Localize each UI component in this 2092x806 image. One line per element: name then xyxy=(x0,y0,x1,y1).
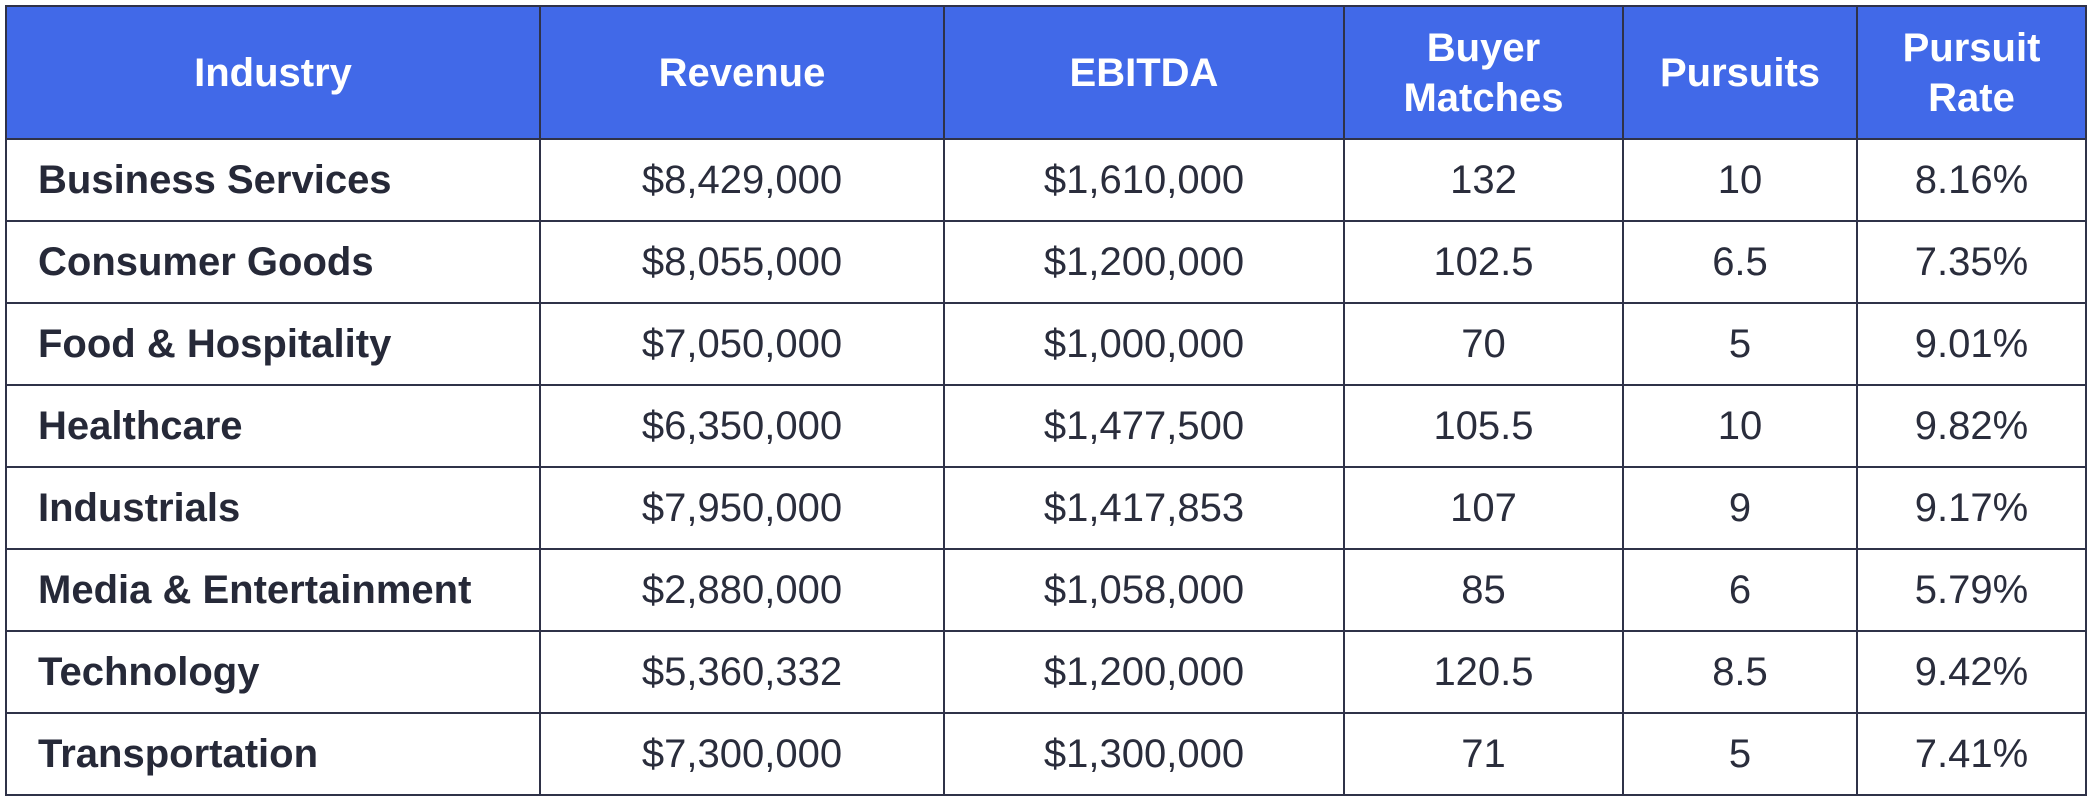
cell-pursuit-rate: 9.01% xyxy=(1856,302,2087,386)
header-industry: Industry xyxy=(5,5,541,140)
header-pursuit-rate-line-1: Pursuit xyxy=(1902,25,2041,70)
cell-revenue: $7,950,000 xyxy=(539,466,945,550)
cell-revenue: $2,880,000 xyxy=(539,548,945,632)
cell-industry: Consumer Goods xyxy=(5,220,541,304)
cell-ebitda: $1,610,000 xyxy=(943,138,1345,222)
cell-revenue: $7,300,000 xyxy=(539,712,945,796)
industry-metrics-table: Industry Revenue EBITDA Buyer Matches Pu… xyxy=(5,5,2087,796)
table-body: Business Services $8,429,000 $1,610,000 … xyxy=(5,138,2087,796)
cell-pursuit-rate: 9.17% xyxy=(1856,466,2087,550)
cell-revenue: $7,050,000 xyxy=(539,302,945,386)
cell-industry: Technology xyxy=(5,630,541,714)
cell-ebitda: $1,300,000 xyxy=(943,712,1345,796)
header-industry-label: Industry xyxy=(194,50,352,95)
table-header: Industry Revenue EBITDA Buyer Matches Pu… xyxy=(5,5,2087,140)
header-pursuits: Pursuits xyxy=(1622,5,1858,140)
cell-buyer-matches: 132 xyxy=(1343,138,1624,222)
header-buyer-matches-line-1: Buyer xyxy=(1426,25,1541,70)
cell-pursuit-rate: 5.79% xyxy=(1856,548,2087,632)
cell-ebitda: $1,200,000 xyxy=(943,630,1345,714)
cell-revenue: $8,055,000 xyxy=(539,220,945,304)
cell-pursuit-rate: 7.41% xyxy=(1856,712,2087,796)
cell-revenue: $6,350,000 xyxy=(539,384,945,468)
cell-pursuits: 10 xyxy=(1622,138,1858,222)
header-ebitda: EBITDA xyxy=(943,5,1345,140)
cell-ebitda: $1,477,500 xyxy=(943,384,1345,468)
cell-pursuit-rate: 9.42% xyxy=(1856,630,2087,714)
header-pursuit-rate-line-2: Rate xyxy=(1928,75,2015,120)
cell-pursuit-rate: 7.35% xyxy=(1856,220,2087,304)
cell-pursuit-rate: 8.16% xyxy=(1856,138,2087,222)
table-row: Technology $5,360,332 $1,200,000 120.5 8… xyxy=(5,630,2087,714)
cell-buyer-matches: 105.5 xyxy=(1343,384,1624,468)
cell-pursuits: 8.5 xyxy=(1622,630,1858,714)
table-row: Consumer Goods $8,055,000 $1,200,000 102… xyxy=(5,220,2087,304)
cell-buyer-matches: 70 xyxy=(1343,302,1624,386)
cell-pursuits: 6 xyxy=(1622,548,1858,632)
table-row: Business Services $8,429,000 $1,610,000 … xyxy=(5,138,2087,222)
cell-ebitda: $1,058,000 xyxy=(943,548,1345,632)
cell-ebitda: $1,000,000 xyxy=(943,302,1345,386)
cell-pursuits: 9 xyxy=(1622,466,1858,550)
header-pursuit-rate: Pursuit Rate xyxy=(1856,5,2087,140)
cell-ebitda: $1,200,000 xyxy=(943,220,1345,304)
cell-industry: Business Services xyxy=(5,138,541,222)
cell-industry: Industrials xyxy=(5,466,541,550)
header-ebitda-label: EBITDA xyxy=(1069,50,1219,95)
table-container: Industry Revenue EBITDA Buyer Matches Pu… xyxy=(5,5,2087,796)
cell-buyer-matches: 120.5 xyxy=(1343,630,1624,714)
cell-buyer-matches: 71 xyxy=(1343,712,1624,796)
cell-industry: Food & Hospitality xyxy=(5,302,541,386)
cell-industry: Media & Entertainment xyxy=(5,548,541,632)
cell-industry: Transportation xyxy=(5,712,541,796)
cell-pursuits: 10 xyxy=(1622,384,1858,468)
table-row: Transportation $7,300,000 $1,300,000 71 … xyxy=(5,712,2087,796)
header-revenue: Revenue xyxy=(539,5,945,140)
cell-ebitda: $1,417,853 xyxy=(943,466,1345,550)
header-pursuits-label: Pursuits xyxy=(1659,50,1821,95)
table-row: Food & Hospitality $7,050,000 $1,000,000… xyxy=(5,302,2087,386)
table-row: Industrials $7,950,000 $1,417,853 107 9 … xyxy=(5,466,2087,550)
cell-pursuits: 6.5 xyxy=(1622,220,1858,304)
table-row: Media & Entertainment $2,880,000 $1,058,… xyxy=(5,548,2087,632)
cell-buyer-matches: 107 xyxy=(1343,466,1624,550)
cell-pursuits: 5 xyxy=(1622,712,1858,796)
cell-pursuits: 5 xyxy=(1622,302,1858,386)
cell-buyer-matches: 85 xyxy=(1343,548,1624,632)
cell-pursuit-rate: 9.82% xyxy=(1856,384,2087,468)
cell-revenue: $8,429,000 xyxy=(539,138,945,222)
cell-industry: Healthcare xyxy=(5,384,541,468)
cell-buyer-matches: 102.5 xyxy=(1343,220,1624,304)
header-buyer-matches: Buyer Matches xyxy=(1343,5,1624,140)
header-buyer-matches-line-2: Matches xyxy=(1403,75,1564,120)
cell-revenue: $5,360,332 xyxy=(539,630,945,714)
header-revenue-label: Revenue xyxy=(658,50,826,95)
header-row: Industry Revenue EBITDA Buyer Matches Pu… xyxy=(5,5,2087,140)
table-row: Healthcare $6,350,000 $1,477,500 105.5 1… xyxy=(5,384,2087,468)
